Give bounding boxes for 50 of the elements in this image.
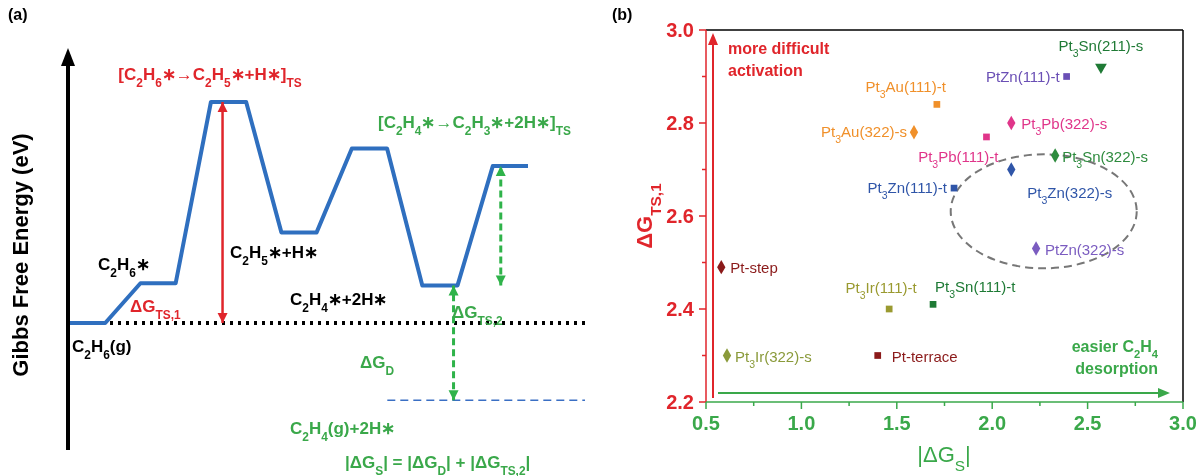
- series-label: Pt-step: [730, 259, 778, 277]
- series-label: Pt$_{3}$Ir(111)-t: [845, 279, 918, 301]
- series-label: Pt$_{3}$Sn(111)-t: [935, 278, 1017, 301]
- x-tick-label: 0.5: [692, 412, 720, 434]
- annotation: C$_{2}$H$_{5}$∗+H∗: [230, 243, 319, 268]
- x-tick-label: 3.0: [1169, 412, 1197, 434]
- text: |ΔG$_{S}$| = |ΔG$_{D}$| + |ΔG$_{TS,2}$|: [345, 453, 531, 476]
- point: [885, 305, 893, 313]
- series-label: PtZn(111)-t: [985, 67, 1061, 85]
- x-axis-title: |ΔG$_{S}$|: [917, 442, 971, 474]
- y-axis-title: Gibbs Free Energy (eV): [8, 133, 33, 377]
- series-label: Pt$_{3}$Au(322)-s: [821, 123, 907, 146]
- annotation: ΔG$_{TS,1}$: [130, 297, 181, 322]
- y-tick-label: 2.2: [666, 391, 694, 413]
- point: [983, 133, 990, 141]
- text: [C$_{2}$H$_{4}$∗→C$_{2}$H$_{3}$∗+2H∗]$_{TS}$: [378, 113, 571, 138]
- annotation: ΔG$_{TS,2}$: [452, 303, 503, 328]
- chart-title: (a): [8, 6, 28, 23]
- annotation: C$_{2}$H$_{4}$∗+2H∗: [290, 290, 388, 315]
- y-tick-label: 2.8: [666, 112, 694, 134]
- y-tick-label: 2.6: [666, 205, 694, 227]
- text: [C$_{2}$H$_{6}$∗→C$_{2}$H$_{5}$∗+H∗]$_{TS}$: [118, 65, 302, 90]
- series-label: Pt$_{3}$Sn(322)-s: [1062, 147, 1149, 170]
- text: ΔG$_{D}$: [360, 353, 395, 378]
- x-tick-label: 2.5: [1073, 412, 1102, 434]
- x-tick-label: 2.0: [978, 412, 1007, 434]
- series-label: Pt-terrace: [891, 347, 958, 365]
- annotation: easier C$_{2}$H$_{4}$ desorption: [1071, 338, 1159, 377]
- series-label: Pt$_{3}$Sn(211)-s: [1058, 37, 1144, 60]
- point: [933, 101, 941, 108]
- series-label: PtZn(322)-s: [1045, 240, 1125, 258]
- series-label: Pt$_{3}$Pb(111)-t: [918, 147, 1000, 170]
- series-label: Pt$_{3}$Zn(111)-t: [867, 179, 948, 202]
- y-tick-label: 3.0: [666, 19, 694, 41]
- series-label: Pt$_{3}$Au(111)-t: [865, 78, 947, 101]
- annotation: C$_{2}$H$_{6}$∗: [98, 255, 150, 280]
- x-tick-label: 1.5: [882, 412, 911, 434]
- annotation: more difficult activation: [728, 40, 831, 79]
- point: [1095, 63, 1107, 74]
- point: [874, 352, 882, 359]
- text: C$_{2}$H$_{6}$(g): [72, 337, 132, 362]
- point: [1063, 73, 1070, 80]
- ref-line-label: C$_{2}$H$_{4}$(g)+2H∗: [290, 419, 396, 445]
- point: [929, 301, 937, 308]
- series-label: Pt$_{3}$Pb(322)-s: [1021, 115, 1108, 137]
- series-label: Pt$_{3}$Zn(322)-s: [1027, 183, 1113, 206]
- series-label: Pt$_{3}$Ir(322)-s: [734, 347, 812, 370]
- x-tick-label: 1.0: [787, 412, 816, 434]
- y-tick-label: 2.4: [666, 298, 695, 320]
- chart-title: (b): [612, 6, 633, 23]
